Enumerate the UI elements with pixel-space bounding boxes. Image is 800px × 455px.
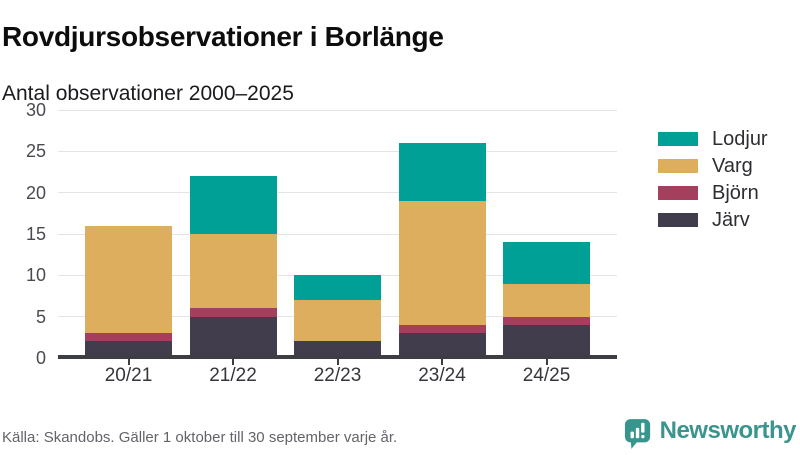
x-axis-tick-label: 21/22 [209,365,257,386]
x-axis-tick-label: 20/21 [104,365,153,386]
y-axis-tick-label: 10 [25,265,46,286]
bar-segment-Björn-21/22 [189,308,277,317]
x-axis-tick [127,359,130,365]
bar-segment-Varg-22/23 [294,300,381,342]
legend-label: Björn [712,181,759,204]
x-axis-tick [441,359,443,365]
x-axis-line [58,355,617,359]
newsworthy-logo-text: Newsworthy [659,417,797,444]
gridline-15 [58,233,617,235]
chart-title: Rovdjursobservationer i Borlänge [2,20,444,52]
bar-segment-Björn-23/24 [398,324,486,334]
x-axis-tick-label: 23/24 [418,365,466,386]
bar-segment-Lodjur-23/24 [398,143,486,201]
y-axis-tick-label: 25 [25,141,46,162]
bar-segment-Varg-24/25 [503,283,590,317]
gridline-10 [58,274,617,276]
bar-segment-Järv-20/21 [85,341,172,358]
bar-segment-Varg-23/24 [398,200,486,325]
bar-23/24 [398,110,486,358]
y-axis-tick-label: 0 [35,348,46,368]
bar-segment-Järv-22/23 [294,341,381,358]
x-axis-tick-label: 22/23 [313,365,362,386]
legend-item-Björn: Björn [658,182,768,204]
bar-segment-Björn-20/21 [85,333,172,342]
legend-swatch-Varg [658,159,698,173]
bar-segment-Lodjur-21/22 [189,176,277,234]
y-axis-tick-label: 15 [25,224,46,244]
bar-segment-Lodjur-22/23 [294,275,381,301]
gridline-30 [58,109,617,111]
bar-segment-Björn-24/25 [503,316,590,325]
bar-24/25 [503,110,590,358]
newsworthy-logo[interactable]: Newsworthy [624,416,797,455]
x-axis-tick [545,359,548,365]
x-axis: 20/21 21/22 22/23 23/24 24/25 [58,365,617,389]
bar-segment-Varg-21/22 [189,234,277,309]
legend-swatch-Lodjur [658,132,698,146]
bar-segment-Järv-23/24 [398,333,486,358]
bar-segment-Varg-20/21 [85,225,172,334]
gridline-20 [58,192,617,194]
x-axis-tick-label: 24/25 [522,365,571,386]
plot-area [58,109,617,365]
bar-22/23 [294,110,381,358]
legend-item-Lodjur: Lodjur [658,128,768,150]
y-axis-tick-label: 20 [25,182,46,203]
bar-21/22 [189,110,277,358]
bar-segment-Lodjur-24/25 [503,242,590,284]
gridline-25 [58,150,617,152]
y-axis: 0 5 10 15 20 25 30 [0,100,46,368]
legend-label: Järv [712,208,750,231]
source-note: Källa: Skandobs. Gäller 1 oktober till 3… [2,429,398,446]
bar-20/21 [85,110,172,358]
y-axis-tick-label: 5 [35,306,46,327]
legend-swatch-Björn [658,186,698,200]
legend-item-Varg: Varg [658,155,768,177]
chart-subtitle: Antal observationer 2000–2025 [2,82,294,106]
legend-swatch-Järv [658,213,698,227]
legend-item-Järv: Järv [658,209,768,231]
x-axis-tick [232,359,234,365]
y-axis-tick-label: 30 [25,100,46,120]
newsworthy-logo-icon [624,418,652,455]
legend-label: Varg [712,154,753,177]
legend: Lodjur Varg Björn Järv [658,128,768,236]
bar-segment-Järv-21/22 [189,316,277,358]
legend-label: Lodjur [712,127,768,150]
bar-segment-Järv-24/25 [503,324,590,358]
x-axis-tick [336,359,339,365]
